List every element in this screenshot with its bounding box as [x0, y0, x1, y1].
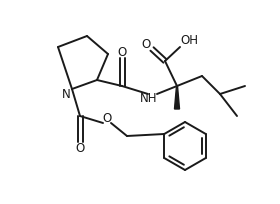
Text: NH: NH	[140, 92, 158, 105]
Text: N: N	[62, 88, 70, 101]
Text: O: O	[141, 38, 151, 51]
Text: OH: OH	[180, 33, 198, 47]
Polygon shape	[174, 86, 179, 109]
Text: O: O	[117, 45, 127, 59]
Text: O: O	[102, 112, 112, 124]
Text: O: O	[75, 143, 85, 155]
